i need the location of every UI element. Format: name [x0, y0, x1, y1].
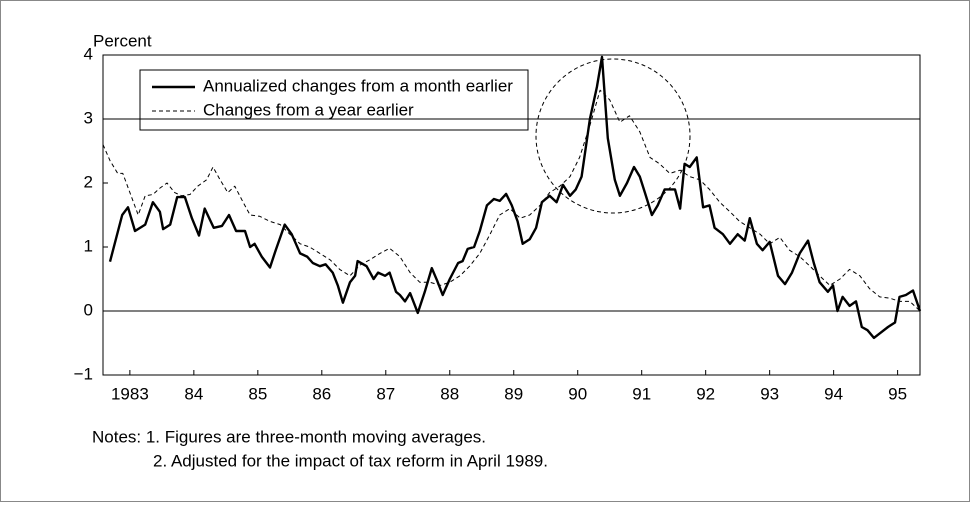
x-tick-label: 94	[824, 384, 843, 403]
x-tick-label: 91	[632, 384, 651, 403]
highlight-circle	[535, 58, 691, 214]
x-tick-label: 85	[248, 384, 267, 403]
note-2: 2. Adjusted for the impact of tax reform…	[153, 451, 548, 470]
x-tick-label: 1983	[111, 384, 149, 403]
x-tick-label: 89	[504, 384, 523, 403]
x-tick-label: 84	[184, 384, 203, 403]
y-tick-label: 4	[84, 44, 93, 63]
y-tick-label: −1	[74, 364, 93, 383]
x-tick-label: 90	[568, 384, 587, 403]
series-line	[102, 89, 921, 312]
x-tick-label: 88	[440, 384, 459, 403]
y-tick-label: 2	[84, 172, 93, 191]
plot	[102, 55, 922, 340]
x-tick-label: 92	[696, 384, 715, 403]
x-tick-label: 86	[312, 384, 331, 403]
legend-box	[139, 69, 529, 131]
legend-label: Changes from a year earlier	[203, 100, 414, 119]
y-axis-label: Percent	[93, 31, 152, 50]
series-line	[108, 55, 922, 340]
x-tick-label: 95	[888, 384, 907, 403]
note-1: Notes: 1. Figures are three-month moving…	[92, 427, 486, 446]
x-tick-label: 87	[376, 384, 395, 403]
x-tick-label: 93	[760, 384, 779, 403]
y-tick-label: 3	[84, 108, 93, 127]
plot-frame	[102, 54, 921, 376]
y-tick-label: 0	[84, 300, 93, 319]
y-tick-label: 1	[84, 236, 93, 255]
legend-label: Annualized changes from a month earlier	[203, 76, 513, 95]
